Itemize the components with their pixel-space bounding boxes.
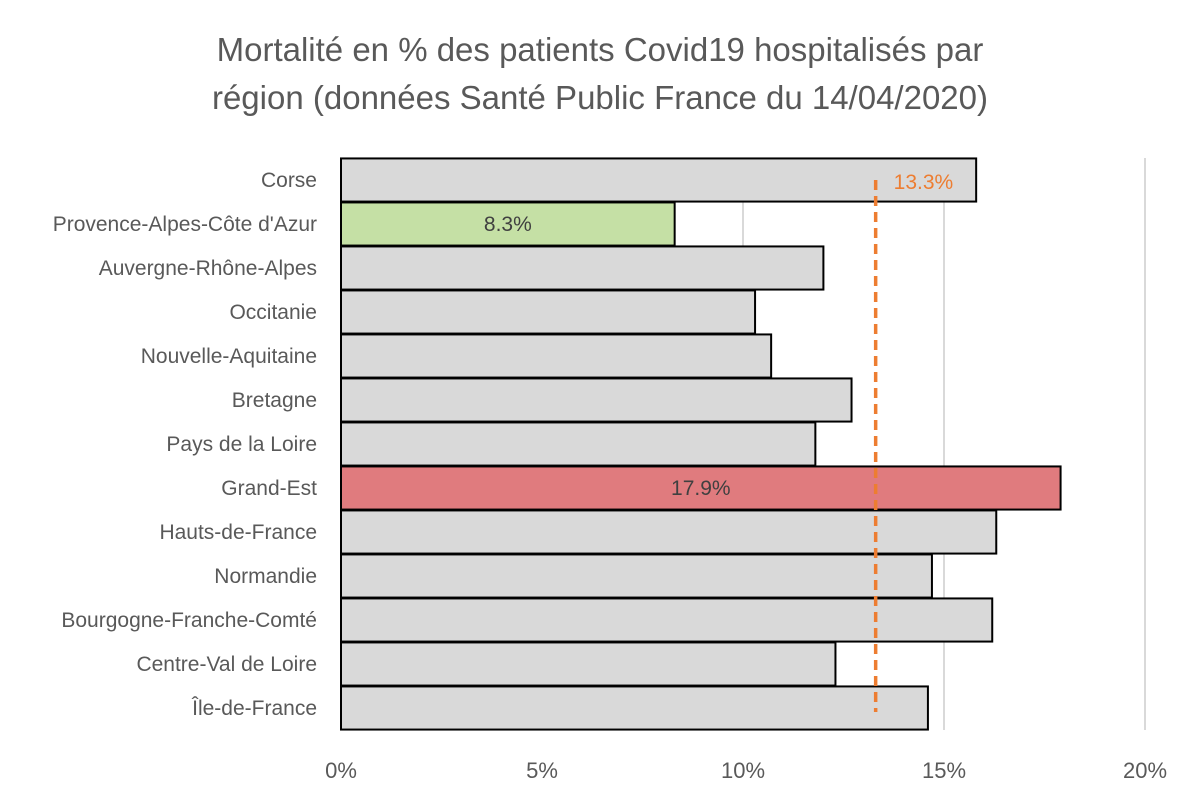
bar <box>340 377 853 423</box>
data-labels: 8.3% 17.9% <box>484 213 731 500</box>
category-label: Bourgogne-Franche-Comté <box>61 609 317 632</box>
data-label: 17.9% <box>671 477 731 500</box>
x-tick-label: 5% <box>526 758 558 783</box>
bar <box>340 509 998 555</box>
reference-line-label: 13.3% <box>894 171 954 194</box>
x-tick-labels: 0% 5% 10% 15% 20% <box>325 758 1167 783</box>
x-tick-label: 20% <box>1123 758 1167 783</box>
bar <box>340 421 817 467</box>
data-label: 8.3% <box>484 213 532 236</box>
chart-title-line-2: région (données Santé Public France du 1… <box>211 79 989 116</box>
reference-line-group: 13.3% <box>873 171 954 712</box>
bar <box>340 685 929 731</box>
category-label: Occitanie <box>229 301 317 324</box>
category-label: Hauts-de-France <box>159 521 317 544</box>
x-tick-label: 15% <box>922 758 966 783</box>
category-label: Centre-Val de Loire <box>136 653 317 676</box>
bar <box>340 201 676 247</box>
bar <box>340 245 825 291</box>
bar <box>340 289 757 335</box>
category-label: Corse <box>261 169 317 192</box>
chart-title: Mortalité en % des patients Covid19 hosp… <box>0 26 1200 122</box>
chart-title-line-1: Mortalité en % des patients Covid19 hosp… <box>216 31 984 68</box>
bar <box>340 157 978 203</box>
bar <box>340 333 773 379</box>
bar <box>340 597 994 643</box>
x-tick-label: 0% <box>325 758 357 783</box>
category-label: Provence-Alpes-Côte d'Azur <box>53 213 317 236</box>
category-label: Bretagne <box>232 389 317 412</box>
category-label: Nouvelle-Aquitaine <box>141 345 317 368</box>
category-label: Île-de-France <box>191 697 317 720</box>
bar <box>340 641 837 687</box>
category-label: Normandie <box>214 565 317 588</box>
bars <box>340 157 1062 731</box>
category-label: Pays de la Loire <box>166 433 317 456</box>
category-label: Grand-Est <box>221 477 317 500</box>
category-label: Auvergne-Rhône-Alpes <box>99 257 317 280</box>
bar <box>340 465 1062 511</box>
category-labels: Corse Provence-Alpes-Côte d'Azur Auvergne-… <box>53 169 317 720</box>
x-tick-label: 10% <box>721 758 765 783</box>
bar <box>340 553 933 599</box>
